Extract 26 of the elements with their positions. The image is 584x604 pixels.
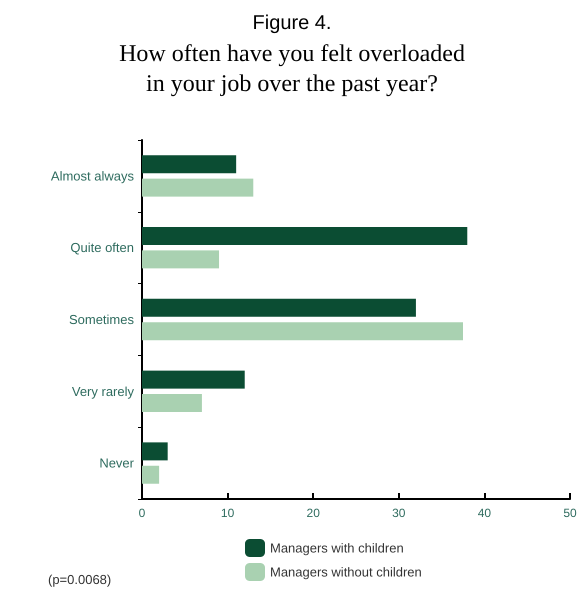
x-tick-label: 20 [306,506,320,520]
bar [142,178,254,197]
x-tick-label: 30 [392,506,406,520]
chart-subtitle: How often have you felt overloaded in your job over the past year? [119,41,465,97]
y-tick-label: Never [99,456,135,471]
bar [142,250,220,268]
x-tick-label: 10 [220,506,235,520]
y-tick-label: Very rarely [72,384,134,399]
bar [142,370,245,389]
x-tick-label: 50 [563,506,577,520]
bar [142,155,236,174]
bar [142,298,416,317]
legend-label: Managers without children [270,564,422,580]
bar [142,322,463,340]
y-tick-label: Almost always [50,168,134,184]
legend-label: Managers with children [270,540,404,556]
chart-title: Figure 4. [252,12,332,34]
y-tick-label: Quite often [70,240,134,256]
y-tick-label: Sometimes [68,312,134,327]
x-tick-label: 0 [138,506,146,520]
bar [142,466,160,484]
text: (p=0.0068) [48,572,112,587]
x-tick-label: 40 [478,506,492,520]
bar [142,442,168,460]
bar [142,227,468,245]
bar [142,394,202,412]
